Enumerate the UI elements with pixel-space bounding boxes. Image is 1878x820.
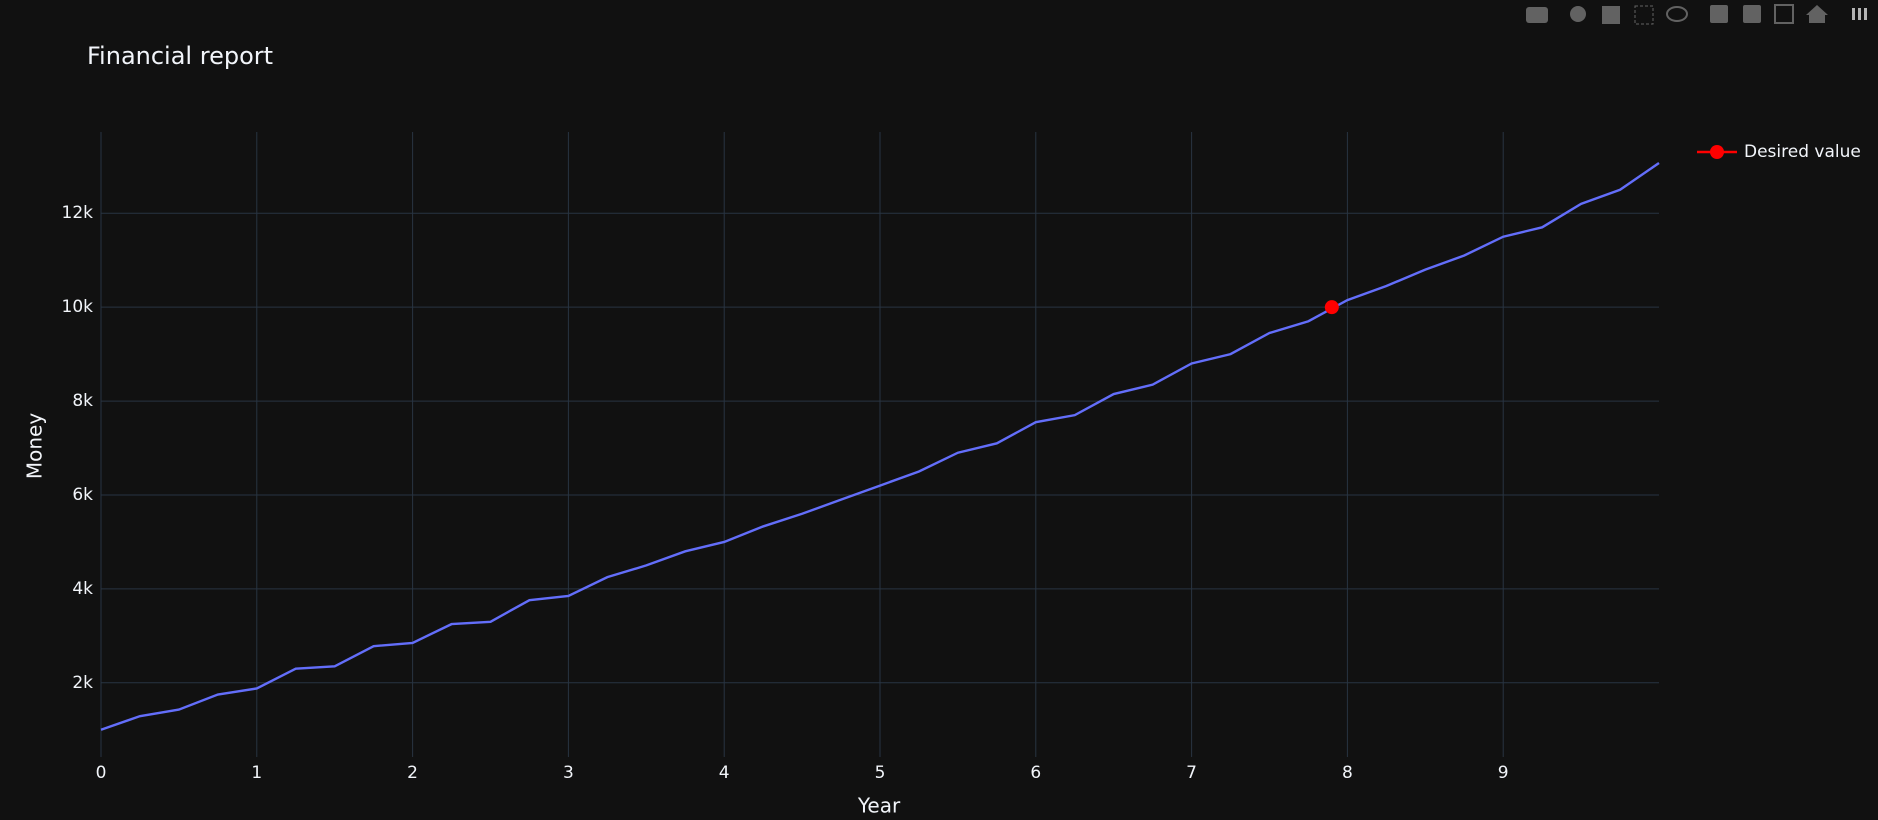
modebar-button[interactable]: [1710, 5, 1728, 23]
y-tick-label: 12k: [62, 203, 94, 223]
data-point: [1324, 300, 1339, 315]
x-tick-label: 1: [251, 763, 262, 783]
modebar-button[interactable]: [1774, 4, 1794, 24]
x-axis-title: Year: [857, 794, 901, 818]
modebar-button[interactable]: [1634, 5, 1654, 25]
x-tick-label: 8: [1342, 763, 1353, 783]
modebar-logo[interactable]: [1852, 8, 1855, 20]
legend-label: Desired value: [1744, 142, 1861, 162]
modebar-button[interactable]: [1806, 5, 1828, 23]
modebar-button[interactable]: [1526, 7, 1548, 23]
modebar-button[interactable]: [1666, 6, 1688, 22]
x-tick-label: 7: [1186, 763, 1197, 783]
legend-marker: [1710, 145, 1724, 159]
y-tick-label: 2k: [72, 673, 93, 693]
modebar-logo: [1864, 8, 1867, 20]
x-tick-label: 4: [719, 763, 730, 783]
y-tick-label: 6k: [72, 485, 93, 505]
y-tick-label: 10k: [62, 297, 94, 317]
modebar-button[interactable]: [1743, 5, 1761, 23]
y-tick-label: 8k: [72, 391, 93, 411]
y-tick-label: 4k: [72, 579, 93, 599]
x-tick-label: 5: [875, 763, 886, 783]
modebar: [1526, 4, 1867, 25]
modebar-button[interactable]: [1602, 6, 1620, 24]
data-line: [100, 162, 1660, 731]
x-tick-label: 3: [563, 763, 574, 783]
x-tick-label: 2: [407, 763, 418, 783]
modebar-logo: [1858, 8, 1861, 20]
chart-title: Financial report: [87, 42, 273, 70]
x-tick-label: 0: [96, 763, 107, 783]
y-axis-title: Money: [23, 413, 47, 479]
x-tick-label: 9: [1498, 763, 1509, 783]
modebar-button[interactable]: [1570, 6, 1586, 22]
x-tick-label: 6: [1030, 763, 1041, 783]
